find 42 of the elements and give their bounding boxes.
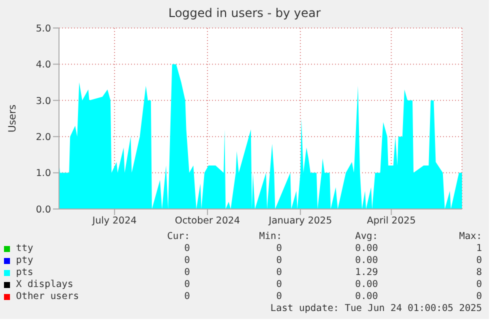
text: 1: [476, 243, 482, 254]
y-tick-label: 0.0: [36, 204, 51, 216]
text: 0: [276, 243, 282, 254]
text: 0: [476, 279, 482, 290]
text: Max:: [459, 231, 482, 242]
y-tick-label: 3.0: [36, 96, 51, 107]
y-tick-label: 1.0: [36, 168, 51, 180]
text: Min:: [259, 231, 282, 242]
legend-label: tty: [16, 243, 34, 254]
x-tick-label: January 2025: [268, 216, 332, 227]
text: 0.00: [355, 255, 378, 266]
text: Last update: Tue Jun 24 01:00:05 2025: [270, 303, 482, 314]
text: 0.00: [355, 279, 378, 290]
text: 0.00: [355, 291, 378, 302]
text: 0: [276, 267, 282, 278]
text: Avg:: [355, 231, 378, 242]
x-tick-label: October 2024: [174, 216, 240, 227]
text: 0: [276, 279, 282, 290]
text: 8: [476, 267, 482, 278]
text: 0: [184, 243, 190, 254]
y-axis-title: Users: [8, 104, 19, 133]
legend-label: Other users: [16, 291, 79, 302]
text: 0.00: [355, 243, 378, 254]
text: 0: [184, 279, 190, 290]
text: 1.29: [355, 267, 378, 278]
y-tick-label: 4.0: [36, 60, 51, 71]
text: 0: [184, 255, 190, 266]
y-tick-label: 2.0: [36, 132, 51, 143]
text: 0: [276, 291, 282, 302]
legend-label: X displays: [16, 279, 74, 290]
text: Cur:: [167, 231, 190, 242]
text: 0: [184, 267, 190, 278]
legend-label: pts: [16, 267, 34, 278]
y-tick-label: 5.0: [36, 23, 51, 34]
text: 0: [184, 291, 190, 302]
text: 0: [476, 255, 482, 266]
chart-title: Logged in users - by year: [167, 5, 322, 22]
x-tick-label: April 2025: [366, 216, 416, 227]
text: 0: [276, 255, 282, 266]
text: 0: [476, 291, 482, 302]
x-tick-label: July 2024: [91, 216, 137, 227]
legend-label: pty: [16, 255, 34, 266]
